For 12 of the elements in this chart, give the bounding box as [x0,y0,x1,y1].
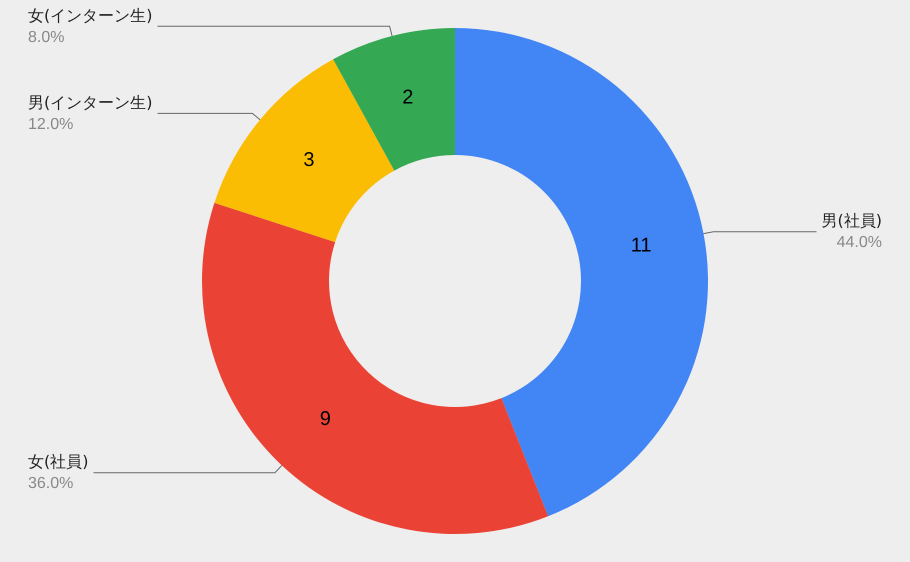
slice-label: 男(社員) [822,211,882,230]
slice-label: 女(社員) [28,452,88,472]
text: 8.0% [28,28,64,46]
data-label: 11 [630,234,652,256]
text: 12.0% [28,116,74,133]
slice-label: 男(インターン生) [28,92,152,112]
data-label: 3 [303,149,315,172]
text: 36.0% [28,475,74,492]
text: 44.0% [836,234,882,252]
data-label: 9 [320,408,331,430]
slice-label: 女(インターン生) [28,6,152,25]
data-label: 2 [402,86,414,108]
